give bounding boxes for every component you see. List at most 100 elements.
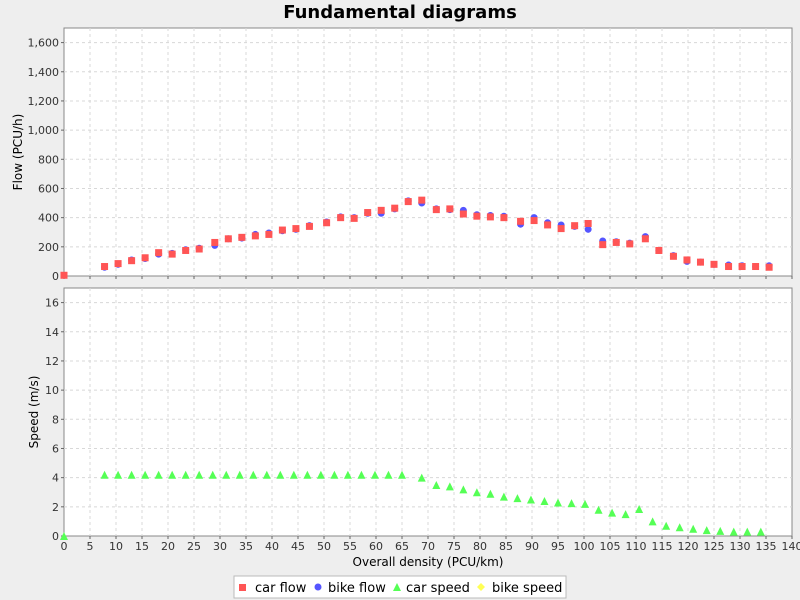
car-flow-point xyxy=(473,212,481,220)
car-flow-point xyxy=(404,198,412,206)
car-flow-point xyxy=(391,204,399,212)
car-speed-point xyxy=(208,470,217,479)
car-speed-point xyxy=(303,470,312,479)
car-speed-point xyxy=(181,470,190,479)
car-speed-point xyxy=(702,526,711,535)
legend-marker-car-speed xyxy=(393,583,401,591)
car-flow-point xyxy=(446,205,454,213)
car-flow-point xyxy=(101,263,109,271)
car-speed-point xyxy=(540,496,549,505)
xtick-label: 45 xyxy=(291,540,305,553)
car-flow-point xyxy=(738,263,746,271)
car-speed-point xyxy=(195,470,204,479)
speed-ytick-label: 16 xyxy=(45,297,59,310)
car-speed-point xyxy=(357,470,366,479)
xtick-label: 135 xyxy=(756,540,777,553)
car-speed-point xyxy=(594,505,603,514)
car-speed-point xyxy=(330,470,339,479)
car-flow-point xyxy=(114,260,122,268)
car-flow-point xyxy=(725,263,733,271)
car-speed-point xyxy=(567,499,576,508)
xtick-label: 70 xyxy=(421,540,435,553)
xtick-label: 115 xyxy=(652,540,673,553)
car-speed-point xyxy=(729,527,738,536)
car-speed-point xyxy=(486,489,495,498)
car-flow-point xyxy=(141,254,149,262)
xtick-label: 15 xyxy=(135,540,149,553)
car-flow-point xyxy=(168,250,176,258)
car-flow-point xyxy=(626,240,634,248)
car-flow-point xyxy=(305,222,313,230)
car-speed-point xyxy=(635,505,644,514)
car-speed-point xyxy=(316,470,325,479)
car-flow-point xyxy=(530,217,538,225)
car-speed-point xyxy=(445,482,454,491)
legend-label-bike-flow: bike flow xyxy=(328,581,386,596)
bike-flow-point xyxy=(584,225,592,233)
flow-ytick-label: 200 xyxy=(38,241,59,254)
car-speed-point xyxy=(262,470,271,479)
car-flow-point xyxy=(599,241,607,249)
car-flow-point xyxy=(432,206,440,214)
car-speed-point xyxy=(141,470,150,479)
car-speed-point xyxy=(432,480,441,489)
car-speed-point xyxy=(581,499,590,508)
car-speed-point xyxy=(235,470,244,479)
car-flow-point xyxy=(278,226,286,234)
xtick-label: 0 xyxy=(61,540,68,553)
legend-marker-bike-speed xyxy=(477,583,485,591)
xtick-label: 130 xyxy=(730,540,751,553)
car-flow-point xyxy=(377,206,385,214)
car-speed-point xyxy=(621,510,630,519)
car-speed-point xyxy=(249,470,258,479)
car-flow-point xyxy=(182,246,190,254)
speed-ytick-label: 4 xyxy=(52,472,59,485)
xtick-label: 10 xyxy=(109,540,123,553)
car-speed-point xyxy=(675,523,684,532)
xtick-label: 25 xyxy=(187,540,201,553)
xtick-label: 80 xyxy=(473,540,487,553)
car-flow-point xyxy=(364,209,372,217)
car-speed-point xyxy=(472,488,481,497)
car-flow-point xyxy=(557,225,565,233)
car-speed-point xyxy=(417,473,426,482)
xtick-label: 60 xyxy=(369,540,383,553)
car-flow-point xyxy=(155,249,163,257)
car-flow-point xyxy=(710,260,718,268)
xtick-label: 50 xyxy=(317,540,331,553)
car-flow-point xyxy=(195,245,203,253)
speed-ytick-label: 6 xyxy=(52,442,59,455)
car-flow-point xyxy=(571,222,579,230)
car-speed-point xyxy=(716,526,725,535)
speed-ytick-label: 8 xyxy=(52,413,59,426)
speed-ytick-label: 2 xyxy=(52,501,59,514)
car-speed-point xyxy=(168,470,177,479)
car-flow-point xyxy=(337,214,345,222)
speed-ytick-label: 14 xyxy=(45,326,59,339)
car-speed-point xyxy=(608,508,617,517)
xtick-label: 110 xyxy=(626,540,647,553)
car-flow-point xyxy=(265,230,273,238)
car-speed-point xyxy=(114,470,123,479)
car-flow-point xyxy=(641,235,649,243)
car-speed-point xyxy=(648,517,657,526)
car-speed-point xyxy=(554,498,562,507)
flow-ytick-label: 400 xyxy=(38,212,59,225)
car-speed-point xyxy=(526,495,535,504)
xtick-label: 120 xyxy=(678,540,699,553)
car-speed-point xyxy=(100,470,109,479)
car-flow-point xyxy=(683,256,691,264)
legend-marker-car-flow xyxy=(239,584,246,591)
car-speed-point xyxy=(513,494,522,503)
xtick-label: 5 xyxy=(87,540,94,553)
speed-ytick-label: 0 xyxy=(52,530,59,543)
car-speed-point xyxy=(343,470,352,479)
car-flow-point xyxy=(765,263,773,271)
car-speed-point xyxy=(662,521,671,530)
car-flow-point xyxy=(486,213,494,221)
car-speed-point xyxy=(60,532,68,540)
car-flow-point xyxy=(584,219,592,227)
axis-ticks: 02004006008001,0001,2001,4001,6000246810… xyxy=(28,37,800,553)
x-axis-label: Overall density (PCU/km) xyxy=(353,555,504,569)
flow-ytick-label: 1,400 xyxy=(28,66,60,79)
